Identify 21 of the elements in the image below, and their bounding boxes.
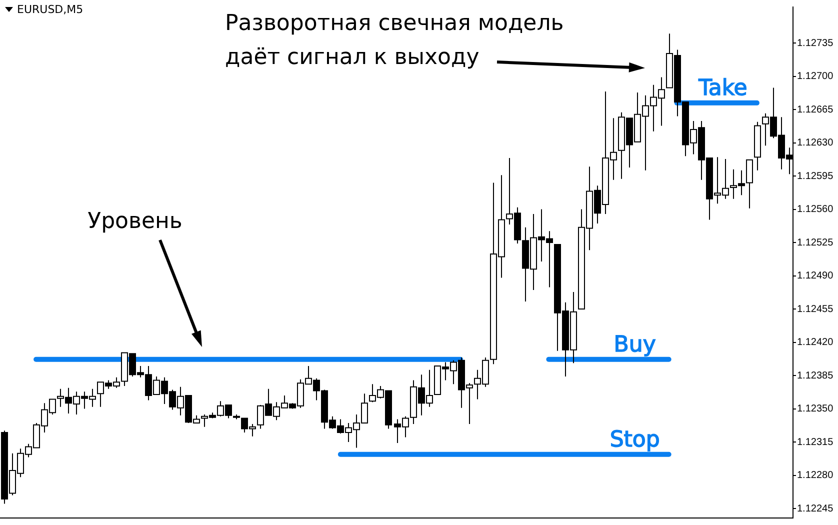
y-tick-label: 1.12665 [797,104,834,116]
series-label: Buy [614,332,656,358]
y-tick-label: 1.12280 [797,470,834,482]
annotation: Уровень [88,209,182,234]
y-tick-label: 1.12245 [797,503,834,514]
chart-title: EURUSD,M5 [17,3,84,16]
y-tick-label: 1.12630 [797,138,834,149]
y-tick-label: 1.12735 [797,38,834,49]
y-tick-label: 1.12595 [797,170,834,182]
y-tick-label: 1.12455 [797,304,834,315]
y-tick-label: 1.12560 [797,204,834,216]
y-tick-label: 1.12315 [797,436,834,448]
y-tick-label: 1.12525 [797,237,834,248]
series-label: Take [698,76,748,101]
y-tick-label: 1.12350 [797,404,834,415]
y-tick-label: 1.12420 [797,337,834,348]
y-tick-label: 1.12700 [797,71,834,82]
y-tick-label: 1.12385 [797,370,834,382]
annotation: Разворотная свечная модель даёт сигнал к выходу [225,11,564,70]
y-tick-label: 1.12490 [797,270,834,282]
series-label: Stop [610,427,660,452]
